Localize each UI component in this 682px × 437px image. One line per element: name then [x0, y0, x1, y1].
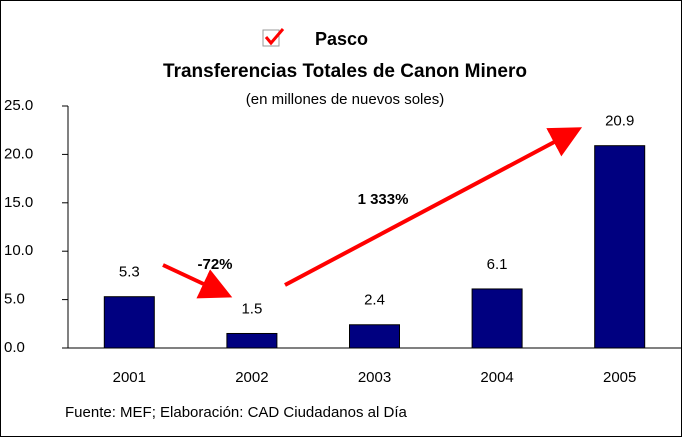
x-tick-label: 2005	[603, 369, 636, 386]
bar	[226, 332, 278, 349]
legend-label: Pasco	[315, 29, 368, 49]
annotation: 1 333%	[358, 191, 409, 208]
value-label: 6.1	[487, 256, 508, 273]
arrow	[162, 263, 233, 299]
value-label: 2.4	[364, 292, 385, 309]
annotation: -72%	[197, 256, 232, 273]
y-tick-label: 0.0	[4, 339, 25, 356]
legend-check	[264, 28, 285, 46]
bar	[471, 288, 523, 349]
y-tick-label: 25.0	[4, 97, 33, 114]
value-label: 20.9	[605, 113, 634, 130]
x-tick-label: 2002	[235, 369, 268, 386]
x-tick-label: 2001	[113, 369, 146, 386]
bar	[594, 145, 646, 349]
arrow	[284, 127, 583, 287]
y-tick-label: 15.0	[4, 194, 33, 211]
bar	[349, 324, 400, 349]
source: Fuente: MEF; Elaboración: CAD Ciudadanos…	[65, 404, 407, 421]
x-tick-label: 2003	[358, 369, 391, 386]
y-tick-label: 5.0	[4, 291, 25, 308]
bar	[103, 296, 155, 349]
legend-checkbox	[262, 29, 280, 47]
y-tick-label: 10.0	[4, 242, 33, 259]
value-label: 1.5	[241, 300, 262, 317]
x-tick-label: 2004	[480, 369, 513, 386]
y-tick-label: 20.0	[4, 145, 33, 162]
chart-title: Transferencias Totales de Canon Minero	[163, 61, 527, 82]
value-label: 5.3	[119, 264, 140, 281]
chart-subtitle: (en millones de nuevos soles)	[246, 91, 444, 108]
